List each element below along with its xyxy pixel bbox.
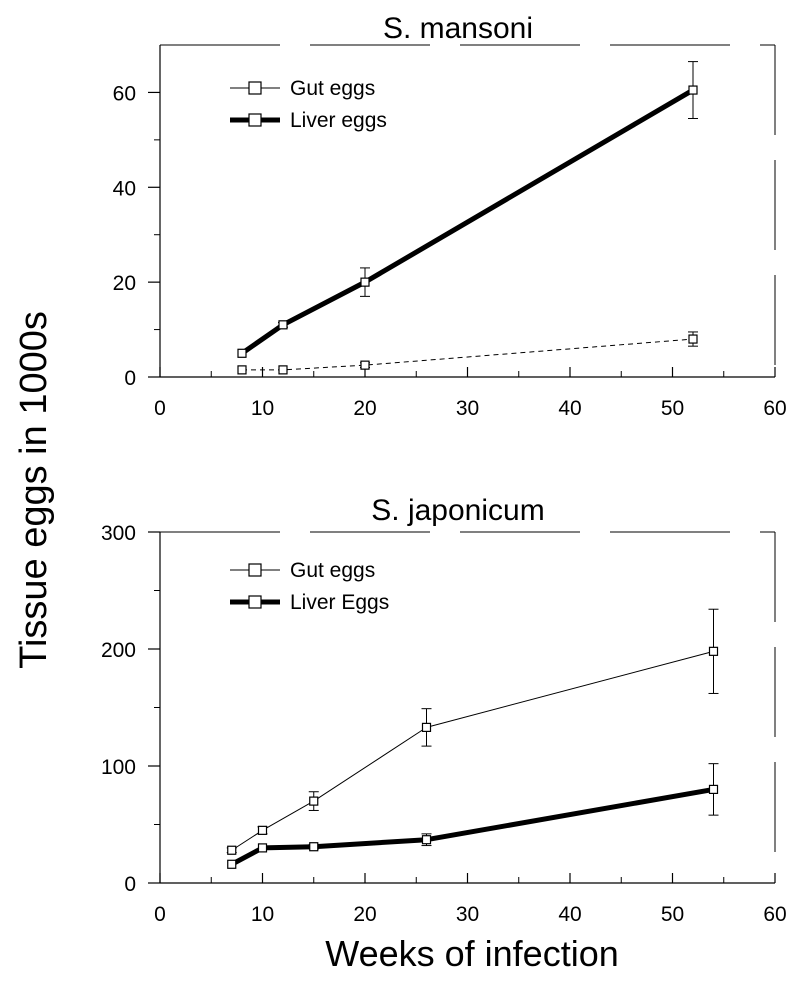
x-axis-label: Weeks of infection xyxy=(325,933,618,974)
legend-label-liver-eggs: Liver Eggs xyxy=(290,591,389,614)
y-tick-label: 100 xyxy=(101,756,136,779)
data-point-gut-eggs xyxy=(708,646,719,656)
legend-marker-gut-eggs xyxy=(248,563,262,577)
x-tick-label: 60 xyxy=(763,397,786,420)
x-tick-label: 0 xyxy=(154,397,166,420)
data-point-liver-eggs xyxy=(257,843,268,853)
data-point-gut-eggs xyxy=(237,365,247,375)
y-tick-label: 0 xyxy=(124,367,136,390)
legend-marker-liver-eggs xyxy=(248,595,262,609)
data-point-liver-eggs xyxy=(421,835,432,845)
x-tick-label: 30 xyxy=(456,903,479,926)
data-point-liver-eggs xyxy=(278,320,288,330)
x-tick-label: 50 xyxy=(661,903,684,926)
x-tick-label: 40 xyxy=(558,397,581,420)
x-tick-label: 20 xyxy=(353,397,376,420)
series-line-gut-eggs xyxy=(242,338,694,371)
data-point-liver-eggs xyxy=(309,842,319,852)
legend-label-gut-eggs: Gut eggs xyxy=(290,559,375,582)
data-point-gut-eggs xyxy=(278,365,288,375)
y-tick-label: 200 xyxy=(101,639,136,662)
x-tick-label: 50 xyxy=(661,397,684,420)
panel-s-mansoni: S. mansoni 0 20 40 60 0 10 20 30 40 50 60 Gut eggs L… xyxy=(113,12,787,420)
y-tick-label: 40 xyxy=(113,177,136,200)
data-point-gut-eggs xyxy=(421,722,432,732)
data-point-liver-eggs xyxy=(227,859,237,869)
data-point-gut-eggs xyxy=(227,845,237,855)
y-tick-label: 0 xyxy=(124,873,136,896)
y-tick-label: 300 xyxy=(101,522,136,545)
data-point-liver-eggs xyxy=(688,85,698,95)
data-point-liver-eggs xyxy=(708,784,719,795)
data-point-gut-eggs xyxy=(688,334,698,344)
legend-label-liver-eggs: Liver eggs xyxy=(290,109,387,132)
data-point-liver-eggs xyxy=(360,277,370,287)
chart-title: S. mansoni xyxy=(383,12,533,45)
series-line-liver-eggs xyxy=(240,87,695,356)
x-tick-label: 60 xyxy=(763,903,786,926)
legend-marker-liver-eggs xyxy=(248,113,262,127)
y-tick-label: 60 xyxy=(113,82,136,105)
x-tick-label: 10 xyxy=(251,397,274,420)
legend-label-gut-eggs: Gut eggs xyxy=(290,77,375,100)
x-tick-label: 30 xyxy=(456,397,479,420)
data-point-gut-eggs xyxy=(257,825,268,835)
data-point-gut-eggs xyxy=(360,360,370,370)
x-tick-label: 10 xyxy=(251,903,274,926)
legend-marker-gut-eggs xyxy=(248,81,262,95)
x-tick-label: 40 xyxy=(558,903,581,926)
chart-title: S. japonicum xyxy=(371,494,544,527)
data-point-gut-eggs xyxy=(309,796,319,806)
x-tick-label: 0 xyxy=(154,903,166,926)
y-axis-label: Tissue eggs in 1000s xyxy=(13,311,55,669)
panel-s-japonicum: S. japonicum 0 100 200 300 0 10 20 30 40 50 60 Gut … xyxy=(101,494,787,926)
data-point-liver-eggs xyxy=(237,348,247,358)
y-tick-label: 20 xyxy=(113,272,136,295)
x-tick-label: 20 xyxy=(353,903,376,926)
